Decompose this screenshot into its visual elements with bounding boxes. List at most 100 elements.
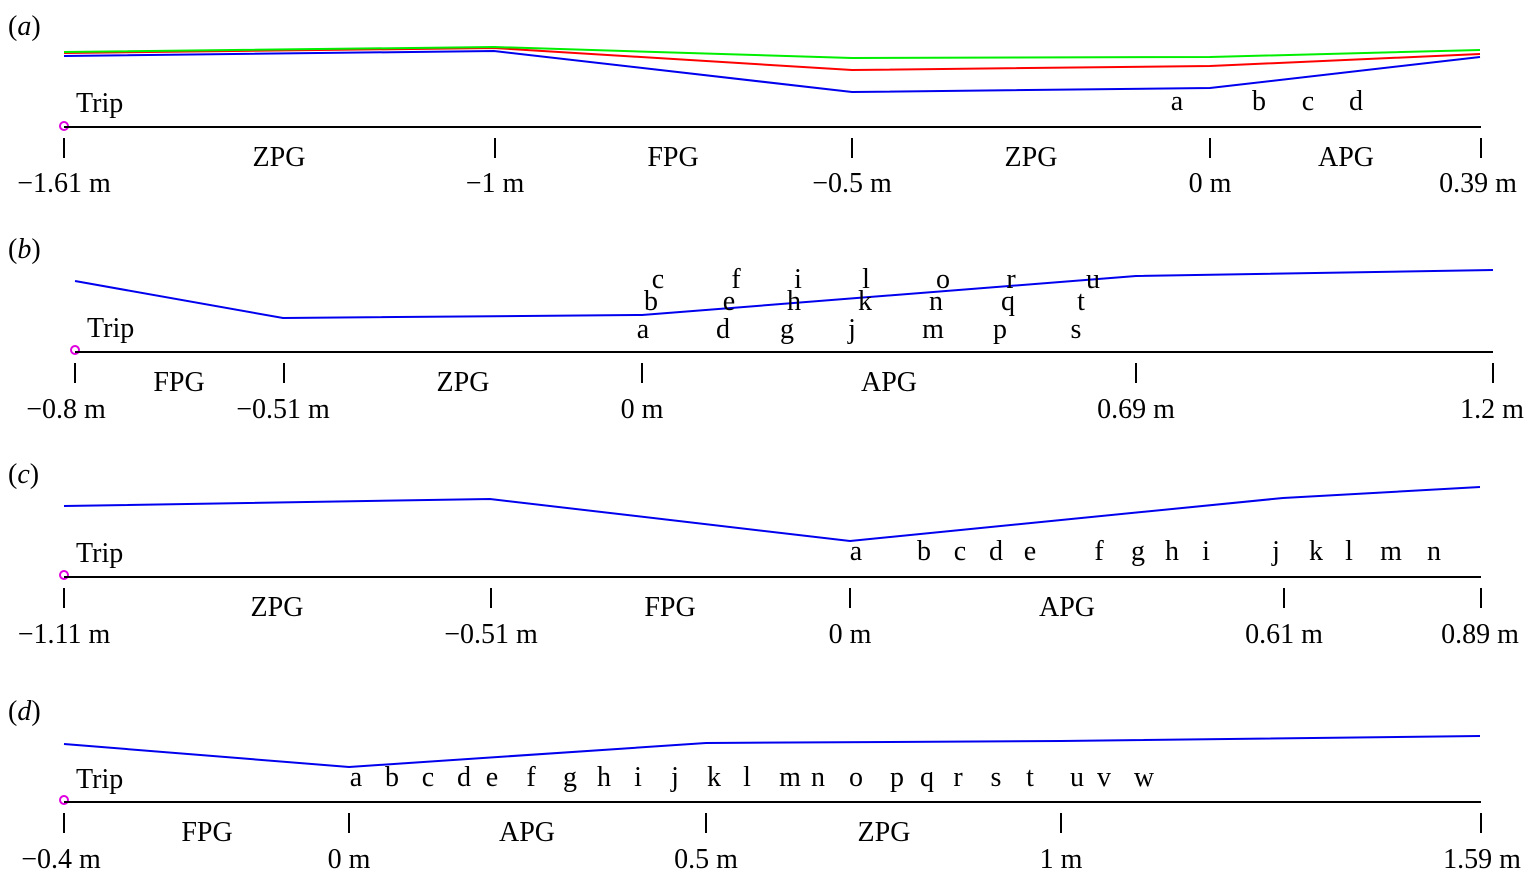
station-label: a: [637, 314, 650, 345]
station-label: d: [457, 762, 471, 793]
station-label: q: [920, 762, 934, 793]
tick-label: 0.61 m: [1245, 619, 1323, 650]
panel-b: (b) Trip a d g j m p s b e h k n q t c f…: [8, 234, 1524, 425]
station-label: b: [1252, 86, 1266, 117]
region-label: FPG: [644, 592, 695, 623]
station-label: d: [989, 536, 1003, 567]
region-label: APG: [499, 817, 555, 848]
station-label: s: [1071, 314, 1082, 345]
panel-label-letter: d: [17, 696, 32, 727]
tick-label: 0 m: [621, 394, 664, 425]
tick-labels: −0.8 m −0.51 m 0 m 0.69 m 1.2 m: [26, 394, 1524, 425]
panel-label: (d): [8, 696, 41, 727]
station-label: k: [858, 286, 872, 317]
region-label: APG: [1039, 592, 1095, 623]
wall-profile: [63, 735, 1481, 769]
wall-profile: [63, 486, 1481, 543]
station-label: e: [723, 286, 735, 317]
station-labels: a b c d e f g h i j k l m n o p q r s t …: [350, 762, 1155, 793]
region-labels: ZPG FPG ZPG APG: [253, 142, 1374, 173]
station-labels: a b c d e f g h i j k l m n: [850, 536, 1441, 567]
trip-marker: [59, 795, 69, 805]
tick-label: −0.4 m: [21, 844, 101, 875]
station-label: o: [849, 762, 863, 793]
station-label: a: [850, 536, 863, 567]
station-label: i: [794, 264, 802, 295]
tick-label: −1.11 m: [18, 619, 111, 650]
tick-labels: −1.11 m −0.51 m 0 m 0.61 m 0.89 m: [18, 619, 1519, 650]
station-label: i: [1202, 536, 1210, 567]
tick-label: 0.39 m: [1439, 168, 1517, 199]
tick-label: −0.5 m: [812, 168, 892, 199]
station-label: f: [731, 264, 741, 295]
region-label: ZPG: [251, 592, 304, 623]
panel-label-letter: b: [17, 234, 31, 265]
station-labels: a b c d: [1171, 86, 1363, 117]
region-label: APG: [1318, 142, 1374, 173]
tick-marks: [63, 138, 1482, 158]
trip-marker: [70, 345, 80, 355]
tick-marks: [74, 363, 1494, 383]
panel-label: (b): [8, 234, 41, 265]
station-label: n: [811, 762, 825, 793]
trip-label: Trip: [76, 764, 123, 795]
station-label: e: [1024, 536, 1036, 567]
tick-label: −1.61 m: [17, 168, 111, 199]
tick-labels: −1.61 m −1 m −0.5 m 0 m 0.39 m: [17, 168, 1517, 199]
station-label: j: [670, 762, 679, 793]
station-label: o: [936, 264, 950, 295]
station-label: e: [486, 762, 498, 793]
station-label: c: [652, 264, 664, 295]
station-label: h: [787, 286, 801, 317]
region-labels: FPG APG ZPG: [181, 817, 910, 848]
station-label: u: [1086, 264, 1100, 295]
station-label: m: [1380, 536, 1402, 567]
trip-label: Trip: [87, 313, 134, 344]
trip-marker: [59, 570, 69, 580]
station-label: c: [422, 762, 434, 793]
trip-label: Trip: [76, 88, 123, 119]
station-label: w: [1134, 762, 1155, 793]
tick-label: −0.8 m: [26, 394, 106, 425]
tick-label: 0.5 m: [674, 844, 738, 875]
panel-d: (d) Trip a b c d e f g h i j k l m n o p…: [8, 696, 1521, 875]
station-label: v: [1097, 762, 1111, 793]
station-label: d: [1349, 86, 1363, 117]
panel-c: (c) Trip a b c d e f g h i j k l m n: [8, 459, 1519, 650]
tick-label: −0.51 m: [444, 619, 538, 650]
station-label: r: [953, 762, 963, 793]
tick-label: −0.51 m: [236, 394, 330, 425]
wall-profile: [74, 269, 1494, 320]
wall-profile-blue: [63, 49, 1481, 94]
region-label: ZPG: [1005, 142, 1058, 173]
station-label: b: [385, 762, 399, 793]
station-label: t: [1026, 762, 1034, 793]
station-label: l: [743, 762, 751, 793]
tick-label: 0.89 m: [1441, 619, 1519, 650]
panel-label-letter: c: [17, 459, 30, 490]
station-label: j: [1271, 536, 1280, 567]
region-label: FPG: [153, 367, 204, 398]
station-label: k: [707, 762, 721, 793]
station-label: h: [1165, 536, 1179, 567]
panel-a: (a) Trip a b c d ZPG FPG ZPG APG −1.61 m: [8, 11, 1517, 199]
station-labels: a d g j m p s b e h k n q t c f i l o r …: [637, 264, 1100, 345]
station-label: p: [993, 314, 1007, 345]
station-label: n: [1427, 536, 1441, 567]
station-label: b: [644, 286, 658, 317]
station-label: k: [1309, 536, 1323, 567]
trip-label: Trip: [76, 538, 123, 569]
tick-label: 0 m: [328, 844, 371, 875]
tick-label: −1 m: [466, 168, 525, 199]
region-labels: FPG ZPG APG: [153, 367, 917, 398]
panel-label-letter: a: [17, 11, 31, 42]
tick-label: 1 m: [1040, 844, 1083, 875]
station-label: l: [1345, 536, 1353, 567]
station-label: i: [634, 762, 642, 793]
station-label: q: [1001, 286, 1015, 317]
station-label: d: [716, 314, 730, 345]
station-label: s: [991, 762, 1002, 793]
station-label: h: [597, 762, 611, 793]
station-label: n: [929, 286, 943, 317]
tick-label: 1.2 m: [1460, 394, 1524, 425]
